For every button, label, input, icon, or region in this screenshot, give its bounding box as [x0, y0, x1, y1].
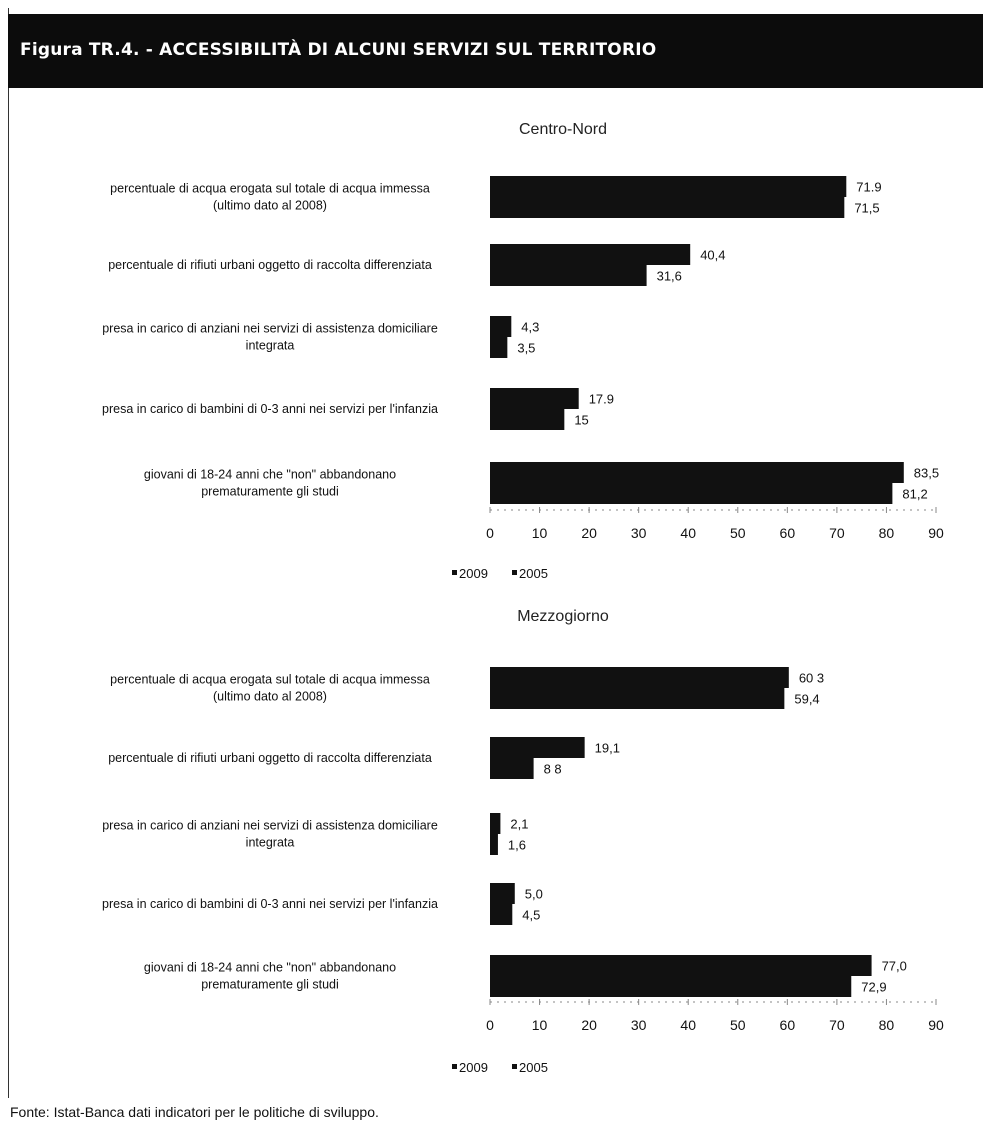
chart-2-x-tick-label: 40	[680, 1017, 696, 1033]
chart-2-legend-label-2005: 2005	[519, 1060, 548, 1075]
chart-1-bar-2005-5	[490, 483, 893, 504]
chart-1-value-label-2005-3: 3,5	[517, 341, 535, 356]
chart-2-x-tick-label: 50	[730, 1017, 746, 1033]
chart-2-bar-2005-5	[490, 976, 852, 997]
chart-2-category-label: percentuale di acqua erogata sul totale …	[110, 673, 430, 687]
chart-2-category-label: presa in carico di anziani nei servizi d…	[102, 819, 438, 833]
chart-1-value-label-2009-1: 71.9	[856, 180, 881, 195]
chart-2-bar-2009-1	[490, 667, 789, 688]
chart-2-category-label: presa in carico di bambini di 0-3 anni n…	[102, 897, 438, 911]
chart-2-category-label: (ultimo dato al 2008)	[213, 690, 327, 704]
chart-2-value-label-2005-2: 8 8	[544, 762, 562, 777]
chart-1-bar-2009-3	[490, 316, 512, 337]
chart-1-category-label: integrata	[246, 339, 295, 353]
chart-1-bar-2009-4	[490, 388, 579, 409]
chart-2-x-tick-label: 70	[829, 1017, 845, 1033]
chart-1-legend-swatch-2005	[512, 570, 517, 575]
chart-1-bar-2009-2	[490, 244, 691, 265]
chart-1-category-label: percentuale di rifiuti urbani oggetto di…	[108, 258, 432, 272]
chart-2-bar-2005-3	[490, 834, 498, 855]
chart-1-bar-2009-5	[490, 462, 904, 483]
chart-2-x-tick-label: 90	[928, 1017, 944, 1033]
chart-1-bar-2005-4	[490, 409, 565, 430]
chart-1-legend-label-2009: 2009	[459, 566, 488, 581]
chart-2-legend-label-2009: 2009	[459, 1060, 488, 1075]
chart-1-value-label-2009-5: 83,5	[914, 466, 939, 481]
chart-1-category-label: presa in carico di anziani nei servizi d…	[102, 322, 438, 336]
chart-1-x-tick-label: 60	[780, 525, 796, 541]
chart-1-x-tick-label: 70	[829, 525, 845, 541]
chart-1-category-label: prematuramente gli studi	[201, 485, 339, 499]
chart-2-category-label: giovani di 18-24 anni che "non" abbandon…	[144, 961, 396, 975]
chart-1-bar-2005-3	[490, 337, 508, 358]
chart-2-x-tick-label: 20	[581, 1017, 597, 1033]
chart-2-x-tick-label: 0	[486, 1017, 494, 1033]
chart-2-category-label: integrata	[246, 836, 295, 850]
chart-2-bar-2005-1	[490, 688, 785, 709]
chart-2-category-label: prematuramente gli studi	[201, 978, 339, 992]
chart-2-value-label-2009-5: 77,0	[882, 959, 907, 974]
chart-2-bar-2005-2	[490, 758, 534, 779]
chart-2-value-label-2009-3: 2,1	[510, 817, 528, 832]
chart-2-bar-2009-3	[490, 813, 501, 834]
chart-1-value-label-2009-4: 17.9	[589, 392, 614, 407]
chart-2-category-label: percentuale di rifiuti urbani oggetto di…	[108, 751, 432, 765]
chart-1-value-label-2005-1: 71,5	[854, 201, 879, 216]
chart-2-bar-2009-5	[490, 955, 872, 976]
chart-1-value-label-2005-4: 15	[574, 413, 588, 428]
figure-header: Figura TR.4. - ACCESSIBILITÀ DI ALCUNI S…	[8, 14, 983, 88]
chart-1-value-label-2009-3: 4,3	[521, 320, 539, 335]
chart-2-bar-2009-4	[490, 883, 515, 904]
chart-1-title: Centro-Nord	[519, 121, 607, 138]
chart-2-x-tick-label: 30	[631, 1017, 647, 1033]
chart-1-value-label-2005-5: 81,2	[902, 487, 927, 502]
chart-1-category-label: percentuale di acqua erogata sul totale …	[110, 182, 430, 196]
chart-1-bar-2009-1	[490, 176, 847, 197]
chart-1-x-tick-label: 0	[486, 525, 494, 541]
chart-2-title: Mezzogiorno	[517, 608, 609, 625]
source-note: Fonte: Istat-Banca dati indicatori per l…	[10, 1104, 379, 1120]
chart-2-legend-swatch-2009	[452, 1064, 457, 1069]
chart-2-value-label-2005-5: 72,9	[861, 980, 886, 995]
chart-1-category-label: (ultimo dato al 2008)	[213, 199, 327, 213]
chart-1-value-label-2009-2: 40,4	[700, 248, 725, 263]
chart-2-bar-2009-2	[490, 737, 585, 758]
chart-2-value-label-2005-1: 59,4	[794, 692, 819, 707]
chart-2-value-label-2005-3: 1,6	[508, 838, 526, 853]
chart-1-category-label: presa in carico di bambini di 0-3 anni n…	[102, 402, 438, 416]
chart-2-value-label-2009-1: 60 3	[799, 671, 824, 686]
chart-1-x-tick-label: 50	[730, 525, 746, 541]
chart-1-bar-2005-1	[490, 197, 845, 218]
chart-2-x-tick-label: 10	[532, 1017, 548, 1033]
chart-1-x-tick-label: 30	[631, 525, 647, 541]
chart-2-value-label-2009-4: 5,0	[525, 887, 543, 902]
chart-2-x-tick-label: 60	[780, 1017, 796, 1033]
chart-2-value-label-2005-4: 4,5	[522, 908, 540, 923]
chart-2-x-tick-label: 80	[879, 1017, 895, 1033]
chart-1-value-label-2005-2: 31,6	[657, 269, 682, 284]
chart-1-x-tick-label: 40	[680, 525, 696, 541]
chart-1-x-tick-label: 80	[879, 525, 895, 541]
chart-1-category-label: giovani di 18-24 anni che "non" abbandon…	[144, 468, 396, 482]
chart-2-bar-2005-4	[490, 904, 513, 925]
chart-1-x-tick-label: 90	[928, 525, 944, 541]
chart-1-legend-swatch-2009	[452, 570, 457, 575]
chart-1-x-tick-label: 20	[581, 525, 597, 541]
chart-2-legend-swatch-2005	[512, 1064, 517, 1069]
chart-2-value-label-2009-2: 19,1	[595, 741, 620, 756]
chart-1-legend-label-2005: 2005	[519, 566, 548, 581]
figure-title: Figura TR.4. - ACCESSIBILITÀ DI ALCUNI S…	[20, 40, 657, 60]
chart-1-x-tick-label: 10	[532, 525, 548, 541]
chart-1-bar-2005-2	[490, 265, 647, 286]
figure-frame	[8, 8, 983, 1098]
